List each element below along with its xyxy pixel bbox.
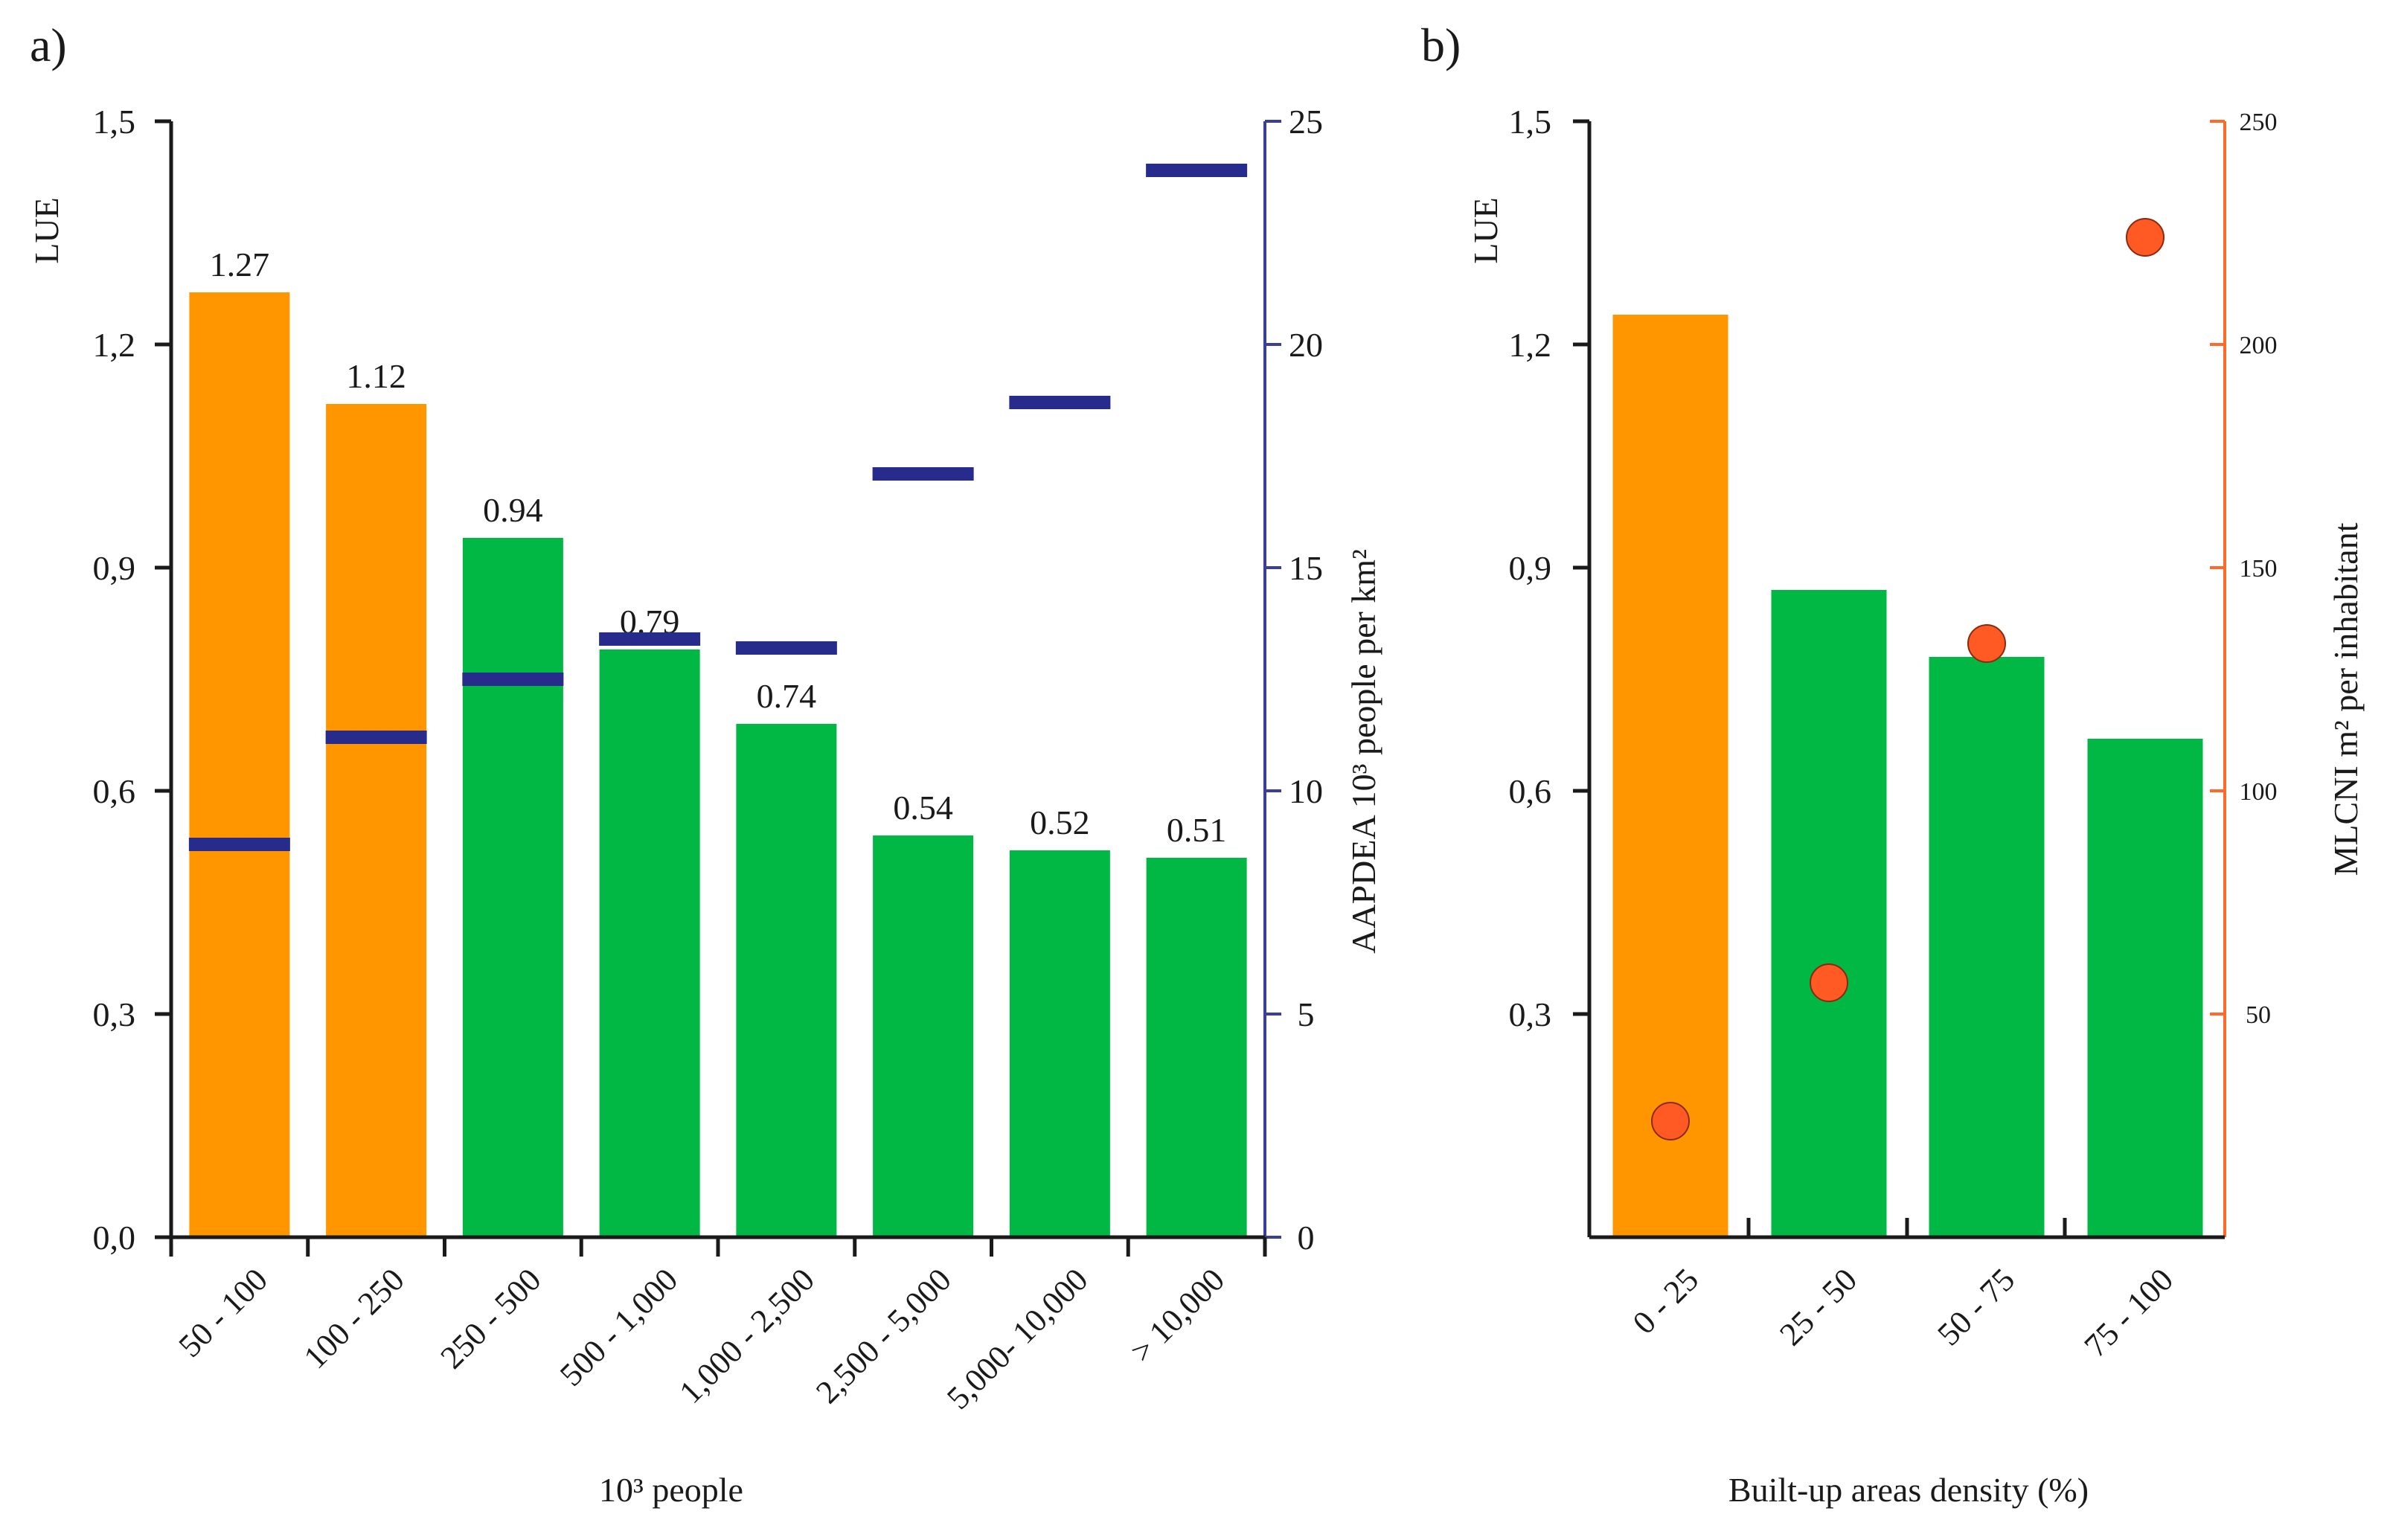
aapdea-marker-7 — [1146, 164, 1248, 177]
aapdea-marker-3 — [599, 632, 701, 646]
panel-b-y2-tick-label-0: 50 — [2246, 1001, 2271, 1029]
panel-b-y-axis-title: LUE — [1467, 197, 1505, 263]
panel-a-label: a) — [30, 19, 67, 71]
bar-data-label-6: 0.52 — [1030, 803, 1090, 841]
panel-a-x-tick-label-6: 5,000- 10,000 — [940, 1261, 1095, 1416]
panel-a-x-tick-label-1: 100 - 250 — [297, 1261, 411, 1376]
panel-a-y-tick-label-4: 1,2 — [93, 326, 136, 364]
aapdea-marker-5 — [872, 467, 974, 481]
panel-b-y2-axis-title: MLCNI m² per inhabitant — [2327, 522, 2365, 876]
panel-b-y-tick-label-0: 0,3 — [1509, 995, 1552, 1033]
panel-a-x-tick-label-3: 500 - 1,000 — [553, 1261, 685, 1393]
mlcni-point-3 — [2126, 218, 2164, 257]
panel-b-y2-tick-label-2: 150 — [2240, 555, 2278, 583]
panel-a-x-tick-label-7: > 10,000 — [1124, 1261, 1232, 1370]
bar-lue-5 — [873, 835, 974, 1237]
aapdea-marker-1 — [325, 731, 427, 744]
panel-b-label: b) — [1421, 19, 1461, 71]
panel-a-x-tick-label-4: 1,000 - 2,500 — [672, 1261, 821, 1411]
bar-data-label-7: 0.51 — [1167, 811, 1227, 849]
panel-a-y2-axis-title: AAPDEA 10³ people per km² — [1345, 549, 1382, 954]
panel-b-x-tick-label-2: 50 - 75 — [1930, 1261, 2022, 1353]
panel-a-x-tick-label-2: 250 - 500 — [434, 1261, 548, 1376]
panel-a-x-axis-title: 10³ people — [599, 1471, 743, 1509]
panel-b-y2-tick-label-1: 100 — [2240, 778, 2278, 806]
panel-a-y-tick-label-2: 0,6 — [93, 772, 136, 810]
panel-b-y2-tick-label-3: 200 — [2240, 332, 2278, 359]
panel-a-x-tick-label-0: 50 - 100 — [172, 1261, 275, 1364]
bar-lue-2 — [462, 538, 563, 1237]
panel-b-y-tick-label-2: 0,9 — [1509, 549, 1552, 587]
aapdea-marker-0 — [188, 838, 290, 851]
panel-a-y2-tick-label-5: 25 — [1289, 103, 1323, 141]
chart-panel-a: LUE AAPDEA 10³ people per km² 10³ people… — [28, 103, 1382, 1509]
mlcni-point-0 — [1651, 1102, 1690, 1140]
panel-a-y2-tick-label-2: 10 — [1289, 772, 1323, 810]
panel-a-y2-tick-label-0: 0 — [1298, 1219, 1315, 1257]
panel-a-y-tick-label-0: 0,0 — [93, 1219, 136, 1257]
bar-lue-1 — [326, 404, 427, 1237]
aapdea-marker-2 — [462, 673, 564, 686]
mlcni-point-1 — [1810, 963, 1848, 1002]
bar-lue-1 — [1771, 590, 1887, 1237]
mlcni-point-2 — [1967, 624, 2006, 663]
panel-b-y-tick-label-3: 1,2 — [1509, 326, 1552, 364]
panel-b-y2-tick-label-4: 250 — [2240, 109, 2278, 136]
chart-panel-b: LUE MLCNI m² per inhabitant Built-up are… — [1467, 103, 2365, 1509]
bar-lue-6 — [1009, 850, 1110, 1237]
bar-lue-2 — [1929, 657, 2045, 1237]
panel-b-y-tick-label-1: 0,6 — [1509, 772, 1552, 810]
bar-lue-3 — [2087, 739, 2203, 1237]
aapdea-marker-4 — [735, 641, 837, 655]
panel-b-x-tick-label-3: 75 - 100 — [2077, 1261, 2180, 1364]
panel-a-x-tick-label-5: 2,500 - 5,000 — [809, 1261, 958, 1411]
panel-a-y2-tick-label-3: 15 — [1289, 549, 1323, 587]
bar-lue-7 — [1146, 858, 1247, 1237]
bar-data-label-2: 0.94 — [483, 491, 543, 529]
bar-lue-4 — [736, 724, 837, 1237]
bar-data-label-1: 1.12 — [346, 357, 406, 395]
bar-data-label-5: 0.54 — [893, 789, 953, 827]
aapdea-marker-6 — [1009, 396, 1111, 409]
panel-a-y2-tick-label-1: 5 — [1298, 995, 1315, 1033]
bar-lue-0 — [189, 292, 290, 1237]
panel-b-y-tick-label-4: 1,5 — [1509, 103, 1552, 141]
bar-lue-3 — [599, 649, 700, 1237]
panel-b-x-tick-label-1: 25 - 50 — [1772, 1261, 1864, 1353]
bar-lue-0 — [1612, 315, 1728, 1237]
bar-data-label-0: 1.27 — [210, 246, 270, 283]
panel-a-y-axis-title: LUE — [28, 197, 65, 263]
panel-b-x-axis-title: Built-up areas density (%) — [1728, 1471, 2089, 1509]
panel-a-y-tick-label-5: 1,5 — [93, 103, 136, 141]
panel-a-y2-tick-label-4: 20 — [1289, 326, 1323, 364]
panel-a-y-tick-label-1: 0,3 — [93, 995, 136, 1033]
bar-data-label-4: 0.74 — [757, 677, 817, 715]
panel-b-x-tick-label-0: 0 - 25 — [1626, 1261, 1705, 1341]
panel-a-y-tick-label-3: 0,9 — [93, 549, 136, 587]
